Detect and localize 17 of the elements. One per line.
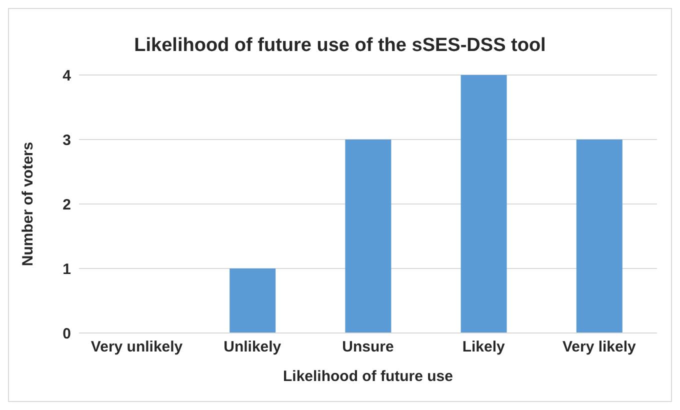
y-tick-label: 4 xyxy=(62,67,72,84)
bar xyxy=(345,140,392,333)
x-tick-label: Very likely xyxy=(562,338,637,356)
x-axis-title: Likelihood of future use xyxy=(282,368,454,385)
x-tick-label: Likely xyxy=(462,338,506,356)
x-tick-label: Unsure xyxy=(342,338,394,356)
y-tick-label: 0 xyxy=(62,325,71,342)
x-tick-label: Unlikely xyxy=(224,338,282,356)
bar xyxy=(230,268,276,333)
chart-title: Likelihood of future use of the sSES-DSS tool xyxy=(133,34,547,58)
bar xyxy=(576,140,622,333)
y-axis-title: Number of voters xyxy=(19,142,36,266)
y-tick-label: 1 xyxy=(62,260,71,278)
y-tick-label: 2 xyxy=(62,196,71,214)
y-tick-label: 3 xyxy=(62,132,71,149)
x-tick-label: Very unlikely xyxy=(90,338,184,356)
bar xyxy=(460,75,507,333)
